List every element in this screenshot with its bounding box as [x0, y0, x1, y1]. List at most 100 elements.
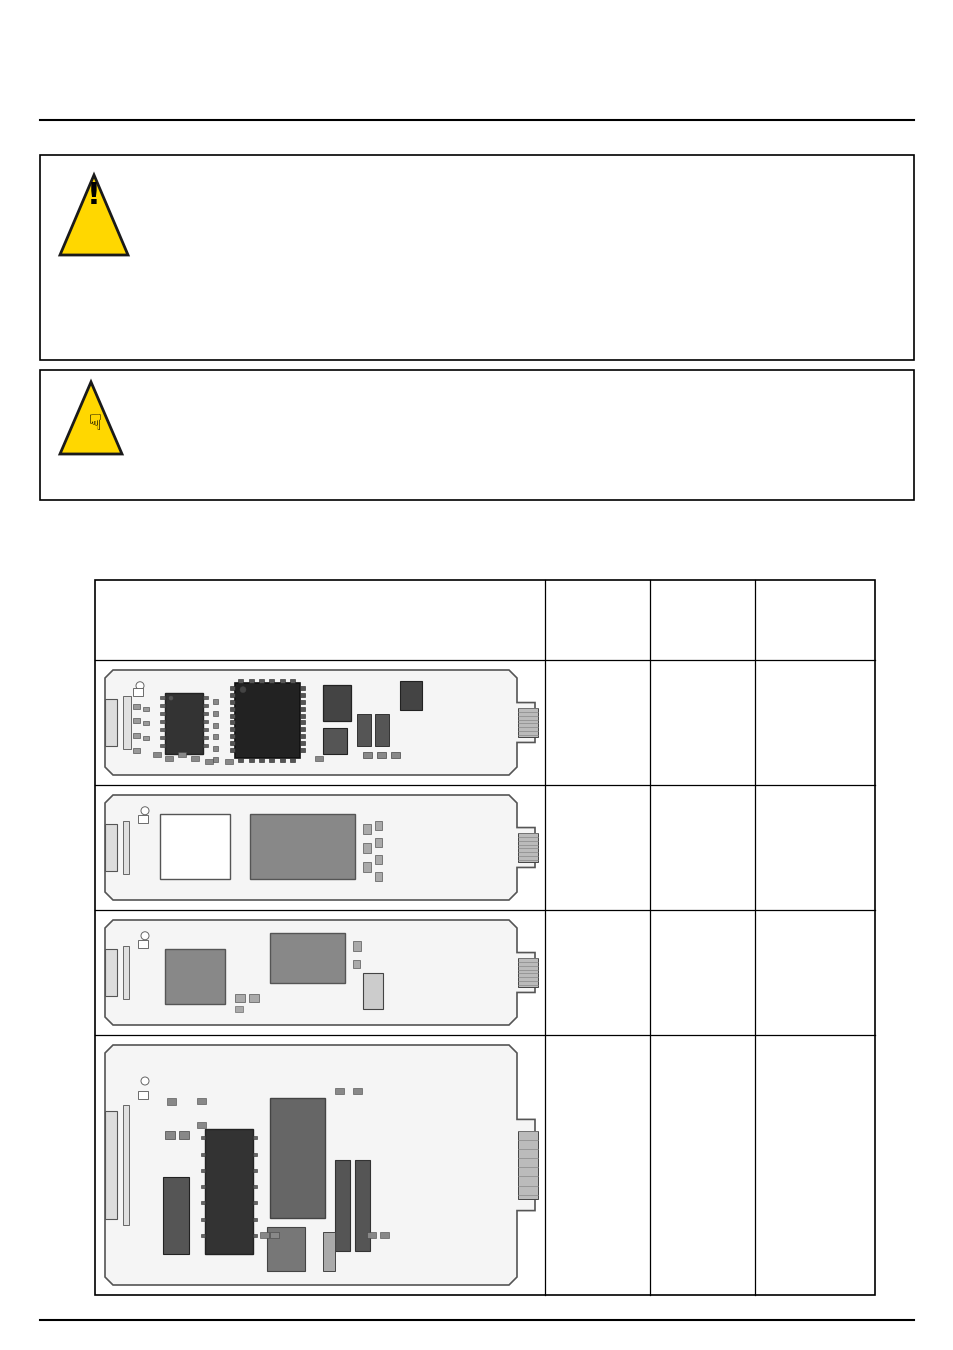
- Bar: [138, 815, 148, 824]
- Bar: [160, 711, 165, 716]
- Bar: [259, 679, 264, 683]
- Bar: [250, 814, 355, 879]
- Bar: [196, 1098, 206, 1104]
- Bar: [205, 759, 213, 764]
- Bar: [230, 728, 234, 732]
- Bar: [123, 697, 131, 749]
- Bar: [249, 994, 258, 1002]
- Bar: [299, 741, 305, 745]
- Bar: [143, 707, 149, 710]
- Bar: [179, 1131, 189, 1139]
- Bar: [230, 734, 234, 738]
- Bar: [234, 683, 299, 759]
- Bar: [143, 736, 149, 740]
- Circle shape: [141, 1077, 149, 1085]
- Bar: [314, 756, 323, 761]
- Bar: [203, 697, 208, 699]
- Bar: [203, 705, 208, 707]
- Bar: [213, 699, 218, 705]
- Bar: [253, 1137, 256, 1139]
- Bar: [253, 1202, 256, 1204]
- Bar: [363, 863, 371, 872]
- Bar: [201, 1153, 205, 1156]
- Bar: [363, 844, 371, 853]
- Bar: [299, 734, 305, 738]
- Bar: [230, 693, 234, 697]
- Bar: [123, 821, 129, 873]
- Circle shape: [141, 807, 149, 815]
- Bar: [203, 728, 208, 730]
- Bar: [356, 714, 371, 745]
- Bar: [132, 703, 140, 709]
- Bar: [267, 1227, 305, 1270]
- Polygon shape: [105, 919, 535, 1025]
- Bar: [213, 745, 218, 751]
- Bar: [203, 720, 208, 722]
- Bar: [279, 679, 285, 683]
- Bar: [363, 972, 382, 1010]
- Bar: [163, 1177, 189, 1254]
- Bar: [323, 684, 351, 721]
- Bar: [299, 748, 305, 752]
- Bar: [138, 1091, 148, 1099]
- Bar: [270, 933, 345, 983]
- Bar: [335, 1088, 344, 1095]
- Bar: [299, 686, 305, 690]
- Circle shape: [169, 697, 172, 701]
- Bar: [376, 752, 386, 757]
- Polygon shape: [105, 795, 535, 900]
- Bar: [165, 693, 203, 755]
- Bar: [353, 941, 360, 950]
- Circle shape: [240, 687, 246, 693]
- Polygon shape: [105, 670, 535, 775]
- Bar: [253, 1218, 256, 1220]
- Polygon shape: [60, 176, 128, 255]
- Bar: [375, 714, 389, 745]
- Bar: [132, 718, 140, 724]
- Bar: [191, 756, 199, 761]
- Bar: [375, 821, 381, 830]
- Bar: [353, 1088, 361, 1095]
- Bar: [238, 679, 243, 683]
- Bar: [260, 1233, 269, 1238]
- Bar: [234, 994, 245, 1002]
- Bar: [160, 697, 165, 699]
- Bar: [353, 960, 359, 968]
- Bar: [105, 699, 117, 747]
- Circle shape: [141, 931, 149, 940]
- Bar: [335, 1160, 350, 1251]
- Bar: [230, 686, 234, 690]
- Bar: [123, 946, 129, 999]
- Bar: [253, 1185, 256, 1188]
- Bar: [165, 949, 225, 1004]
- Bar: [105, 1111, 117, 1219]
- Bar: [517, 957, 537, 987]
- Bar: [269, 759, 274, 763]
- Bar: [203, 744, 208, 747]
- Bar: [196, 1122, 206, 1127]
- Bar: [105, 949, 117, 996]
- Bar: [391, 752, 399, 757]
- Bar: [279, 759, 285, 763]
- Bar: [249, 679, 253, 683]
- Bar: [230, 721, 234, 725]
- Bar: [375, 855, 381, 864]
- Bar: [201, 1218, 205, 1220]
- Bar: [201, 1202, 205, 1204]
- Bar: [269, 679, 274, 683]
- Bar: [165, 1131, 174, 1139]
- Bar: [40, 155, 913, 360]
- Bar: [517, 833, 537, 863]
- Bar: [201, 1185, 205, 1188]
- Bar: [167, 1098, 175, 1104]
- Bar: [230, 707, 234, 711]
- Bar: [234, 1006, 243, 1012]
- Bar: [355, 1160, 370, 1251]
- Bar: [143, 721, 149, 725]
- Bar: [95, 580, 874, 1295]
- Bar: [213, 734, 218, 738]
- Bar: [105, 824, 117, 871]
- Bar: [270, 1098, 325, 1218]
- Bar: [375, 838, 381, 846]
- Bar: [230, 748, 234, 752]
